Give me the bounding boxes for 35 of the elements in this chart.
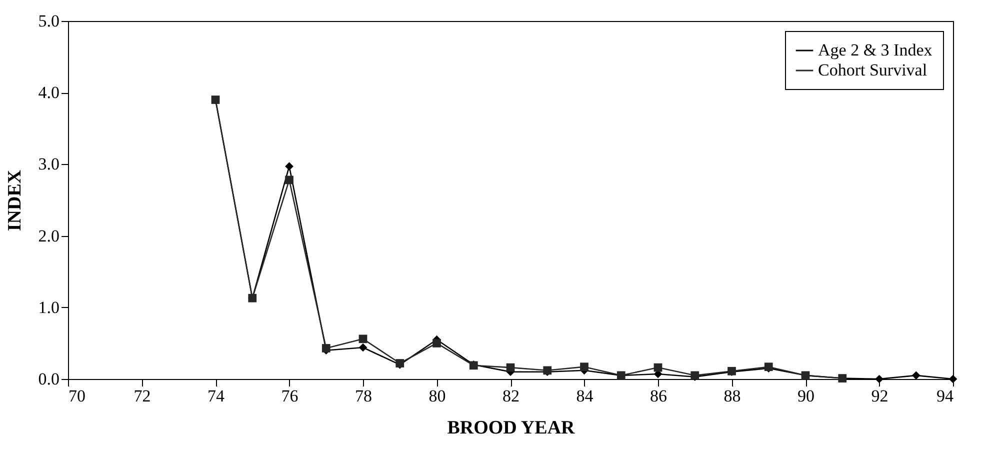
x-tick-label: 92 bbox=[871, 386, 888, 406]
point bbox=[580, 362, 588, 372]
legend-label: Age 2 & 3 Index bbox=[818, 40, 933, 60]
y-tick-label: 0.0 bbox=[38, 370, 60, 388]
point bbox=[432, 339, 441, 348]
point bbox=[948, 374, 958, 384]
point bbox=[875, 374, 884, 384]
x-tick-label: 74 bbox=[208, 386, 225, 406]
y-tick-label: 4.0 bbox=[38, 83, 60, 102]
point bbox=[285, 176, 294, 184]
y-tick-label: 1.0 bbox=[38, 298, 60, 317]
point bbox=[506, 363, 515, 372]
x-tick-label: 90 bbox=[798, 386, 814, 406]
point bbox=[322, 344, 330, 352]
point bbox=[358, 343, 368, 352]
y-tick-label: 5.0 bbox=[38, 12, 60, 30]
y-axis-title: INDEX bbox=[4, 170, 26, 232]
legend-label: Cohort Survival bbox=[818, 60, 928, 80]
x-tick-label: 80 bbox=[428, 386, 446, 406]
x-tick-label: 72 bbox=[134, 386, 151, 406]
y-tick-label: 3.0 bbox=[38, 154, 60, 174]
x-tick-label: 84 bbox=[576, 386, 594, 406]
x-tick-label: 82 bbox=[502, 386, 520, 406]
x-tick-label: 88 bbox=[724, 386, 741, 406]
y-tick-label: 2.0 bbox=[38, 226, 60, 246]
point bbox=[285, 162, 294, 171]
point bbox=[912, 371, 920, 380]
x-tick-label: 94 bbox=[936, 386, 954, 406]
x-axis-title: BROOD YEAR bbox=[447, 418, 576, 438]
x-tick-label: 86 bbox=[650, 386, 667, 406]
x-tick-label: 76 bbox=[281, 386, 298, 406]
x-tick-label: 78 bbox=[355, 386, 372, 406]
point bbox=[358, 334, 368, 344]
point bbox=[654, 363, 662, 372]
x-tick-label: 70 bbox=[68, 386, 86, 406]
